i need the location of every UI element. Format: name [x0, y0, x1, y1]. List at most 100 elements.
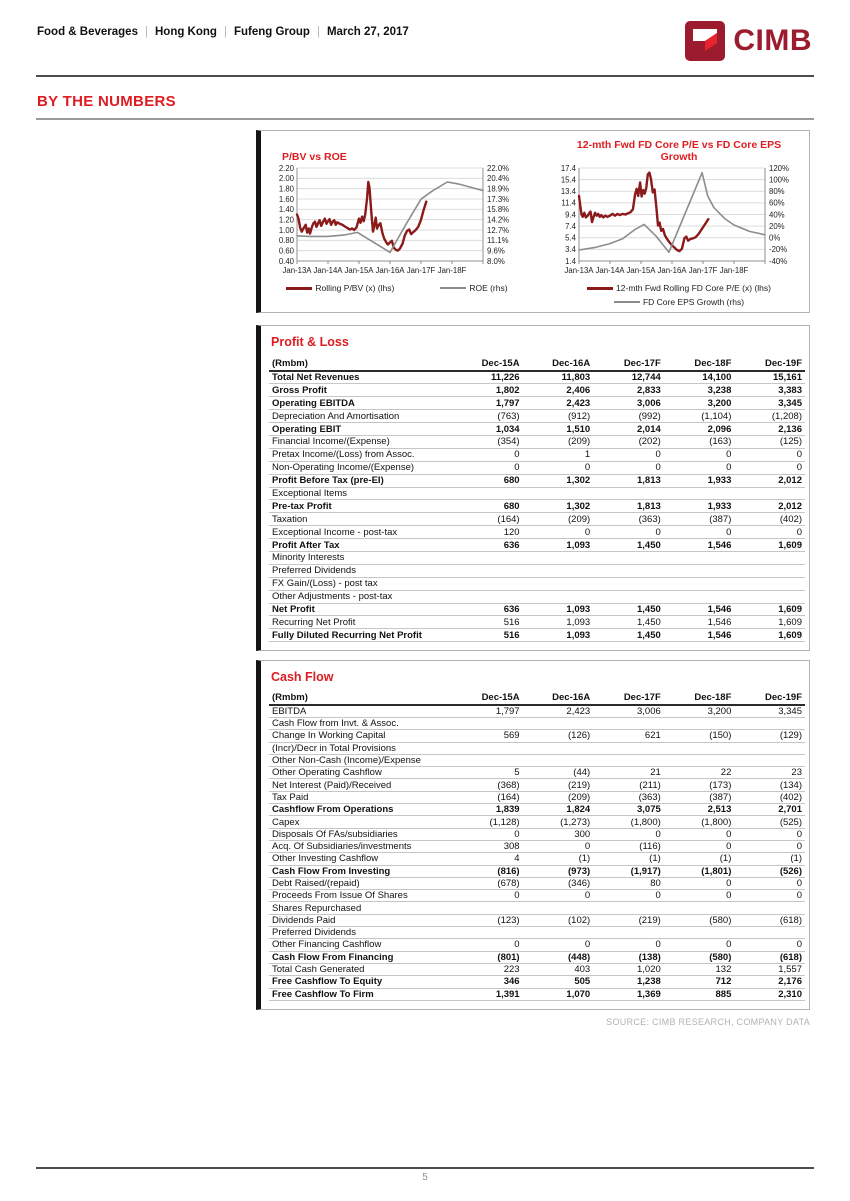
- chart-legend: 12-mth Fwd Rolling FD Core P/E (x) (lhs)…: [549, 283, 809, 307]
- value-cell: 1,797: [452, 705, 523, 718]
- table-row: Depreciation And Amortisation (763) (912)(…: [269, 409, 805, 424]
- value-cell: 3,383: [734, 383, 805, 398]
- value-cell: 1,546: [663, 628, 735, 643]
- value-cell: 1,557: [734, 963, 805, 977]
- row-label-cell: Profit Before Tax (pre-EI): [269, 474, 452, 488]
- value-cell: 1,609: [734, 615, 805, 630]
- table-row: Cash Flow from Invt. & Assoc.: [269, 717, 805, 731]
- value-cell: 505: [522, 975, 594, 989]
- legend-line-swatch: [613, 301, 640, 303]
- value-cell: [734, 742, 805, 755]
- row-label-cell: Preferred Dividends: [269, 564, 452, 578]
- row-label-cell: Other Adjustments - post-tax: [269, 590, 452, 604]
- unit-header-cell: (Rmbm): [269, 691, 452, 706]
- svg-text:1.20: 1.20: [279, 215, 295, 224]
- value-cell: (126): [522, 729, 594, 743]
- row-label-cell: Recurring Net Profit: [269, 615, 452, 630]
- value-cell: 2,513: [663, 803, 735, 817]
- value-cell: (973): [522, 865, 594, 878]
- column-header-cell: Dec-18F: [663, 691, 735, 706]
- chart-title: P/BV vs ROE: [267, 136, 527, 163]
- svg-text:Jan-18F: Jan-18F: [720, 266, 749, 275]
- value-cell: (1): [734, 852, 805, 866]
- value-cell: [593, 754, 664, 768]
- value-cell: (402): [734, 791, 805, 805]
- legend-item: 12-mth Fwd Rolling FD Core P/E (x) (lhs): [587, 283, 771, 293]
- value-cell: 1,839: [452, 803, 523, 817]
- value-cell: [593, 926, 664, 940]
- value-cell: (1,800): [663, 815, 735, 829]
- row-label-cell: Operating EBIT: [269, 422, 452, 436]
- value-cell: 680: [452, 474, 523, 488]
- value-cell: [734, 551, 805, 565]
- svg-text:-20%: -20%: [769, 245, 787, 254]
- value-cell: 3,200: [663, 396, 735, 411]
- value-cell: (150): [663, 729, 735, 743]
- value-cell: 636: [452, 538, 523, 552]
- svg-text:12.7%: 12.7%: [487, 226, 509, 235]
- value-cell: 0: [734, 448, 805, 462]
- table-row: Other Financing Cashflow 0 0 0 0 0: [269, 938, 805, 952]
- row-label-cell: Total Net Revenues: [269, 371, 452, 385]
- value-cell: 0: [663, 828, 735, 841]
- legend-line-swatch: [440, 287, 467, 289]
- value-cell: 1,302: [522, 499, 594, 514]
- row-label-cell: Exceptional Income - post-tax: [269, 525, 452, 540]
- table-row: Other Investing Cashflow 4 (1) (1) (1) (1): [269, 852, 805, 866]
- table-row: FX Gain/(Loss) - post tax: [269, 577, 805, 591]
- value-cell: 636: [452, 603, 523, 617]
- row-label-cell: Capex: [269, 815, 452, 829]
- row-label-cell: EBITDA: [269, 705, 452, 718]
- table-row: (Incr)/Decr in Total Provisions: [269, 742, 805, 755]
- table-row: Financial Income/(Expense) (354) (209) (202…: [269, 435, 805, 449]
- value-cell: 15,161: [734, 371, 805, 385]
- value-cell: 14,100: [663, 371, 735, 385]
- column-header-cell: Dec-17F: [593, 691, 664, 706]
- value-cell: 0: [734, 889, 805, 903]
- value-cell: [663, 742, 735, 755]
- row-label-cell: Disposals Of FAs/subsidiaries: [269, 828, 452, 841]
- row-label-cell: Acq. Of Subsidiaries/investments: [269, 840, 452, 854]
- value-cell: 300: [522, 828, 594, 841]
- row-label-cell: Gross Profit: [269, 383, 452, 398]
- header-divider: [36, 75, 814, 77]
- table-row: Profit After Tax 636 1,093 1,450 1,546 1,609: [269, 538, 805, 552]
- svg-text:1.40: 1.40: [279, 205, 295, 214]
- value-cell: (526): [734, 865, 805, 878]
- svg-text:120%: 120%: [769, 164, 789, 173]
- table-row: Other Adjustments - post-tax: [269, 590, 805, 604]
- table-row: Free Cashflow To Firm 1,391 1,070 1,369 885 2…: [269, 988, 805, 1001]
- legend-line-swatch: [587, 286, 614, 290]
- value-cell: 0: [522, 938, 594, 952]
- row-label-cell: Other Non-Cash (Income)/Expense: [269, 754, 452, 768]
- table-row: Total Cash Generated 223 403 1,020 132 1,557: [269, 963, 805, 977]
- value-cell: (1,800): [593, 815, 664, 829]
- value-cell: 1,020: [593, 963, 664, 977]
- value-cell: 0: [734, 840, 805, 854]
- row-label-cell: Other Financing Cashflow: [269, 938, 452, 952]
- profit-and-loss-table-mount: (Rmbm) Dec-15A Dec-16A Dec-17F Dec-18F Dec-19…: [269, 356, 805, 643]
- charts-panel: P/BV vs ROE 2.20 2.00 1.80 1.60 1.40 1.20 1.00 0…: [256, 130, 810, 313]
- value-cell: 2,310: [734, 988, 805, 1001]
- svg-text:40%: 40%: [769, 210, 785, 219]
- value-cell: 621: [593, 729, 664, 743]
- cimb-logo: CIMB: [685, 21, 812, 61]
- value-cell: 2,423: [522, 396, 594, 411]
- row-label-cell: Cash Flow From Investing: [269, 865, 452, 878]
- value-cell: [522, 551, 594, 565]
- value-cell: (801): [452, 951, 523, 964]
- breadcrumb: Food & Beverages | Hong Kong | Fufeng Group |…: [37, 26, 409, 38]
- chart-title-line: P/BV vs ROE: [282, 151, 347, 163]
- value-cell: [522, 926, 594, 940]
- value-cell: 11,226: [452, 371, 523, 385]
- legend-item: FD Core EPS Growth (rhs): [613, 297, 745, 307]
- row-label-cell: Profit After Tax: [269, 538, 452, 552]
- value-cell: (123): [452, 914, 523, 928]
- row-label-cell: Operating EBITDA: [269, 396, 452, 411]
- value-cell: [663, 717, 735, 731]
- value-cell: [663, 754, 735, 768]
- table-header-row: (Rmbm) Dec-15A Dec-16A Dec-17F Dec-18F Dec-19…: [269, 356, 805, 372]
- section-divider: [36, 118, 814, 120]
- legend-label: FD Core EPS Growth (rhs): [642, 297, 745, 307]
- value-cell: 1,609: [734, 603, 805, 617]
